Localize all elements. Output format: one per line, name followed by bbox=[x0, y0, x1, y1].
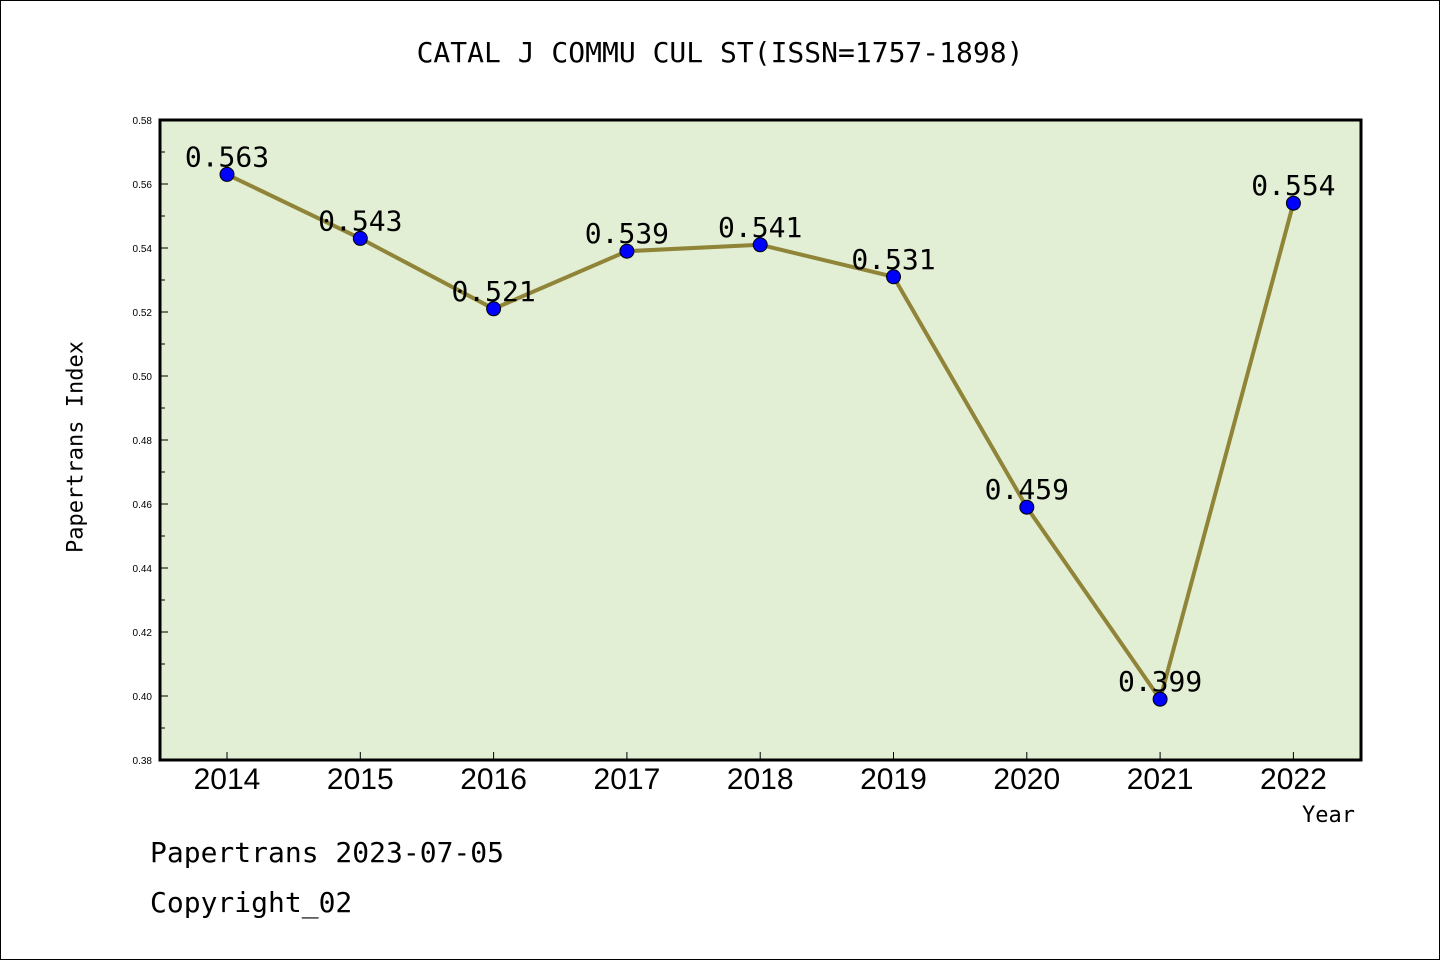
data-label: 0.539 bbox=[585, 217, 669, 250]
data-point bbox=[886, 269, 901, 285]
data-point bbox=[486, 301, 502, 317]
data-label: 0.563 bbox=[185, 140, 269, 173]
y-tick-label: 0.48 bbox=[133, 436, 153, 447]
y-tick-label: 0.54 bbox=[133, 244, 153, 255]
x-axis-label: Year bbox=[1302, 803, 1355, 828]
y-tick-label: 0.56 bbox=[133, 180, 153, 191]
y-tick-label: 0.38 bbox=[133, 756, 153, 767]
x-tick-label: 2014 bbox=[194, 763, 261, 796]
x-tick-label: 2018 bbox=[727, 763, 794, 796]
x-tick-label: 2017 bbox=[594, 763, 661, 796]
x-tick-label: 2019 bbox=[860, 763, 927, 796]
y-tick-label: 0.52 bbox=[133, 308, 153, 319]
x-axis-ticks: 2014 2015 2016 2017 2018 2019 2020 2021 2022 bbox=[194, 752, 1327, 796]
data-point bbox=[752, 237, 768, 253]
data-point bbox=[1285, 195, 1301, 211]
data-label: 0.554 bbox=[1251, 169, 1335, 202]
y-axis-ticks: 0.38 0.40 0.42 0.44 0.46 0.48 0.50 0.52 0.54 0.56… bbox=[133, 116, 168, 767]
data-label: 0.521 bbox=[451, 275, 535, 308]
data-point bbox=[1019, 499, 1035, 515]
y-tick-label: 0.42 bbox=[133, 628, 153, 639]
x-tick-label: 2022 bbox=[1260, 763, 1327, 796]
data-point bbox=[352, 230, 368, 246]
y-tick-label: 0.58 bbox=[133, 116, 153, 127]
x-tick-label: 2020 bbox=[993, 763, 1060, 796]
data-label: 0.541 bbox=[718, 211, 802, 244]
data-point bbox=[619, 243, 635, 259]
data-label: 0.531 bbox=[851, 243, 935, 276]
y-tick-label: 0.46 bbox=[133, 500, 153, 511]
footer-date-text: Papertrans 2023-07-05 bbox=[150, 836, 505, 869]
data-point bbox=[1152, 691, 1168, 707]
data-label: 0.399 bbox=[1118, 665, 1202, 698]
y-tick-label: 0.40 bbox=[133, 692, 153, 703]
data-label: 0.543 bbox=[318, 204, 402, 237]
plot-area bbox=[158, 118, 1363, 762]
data-label: 0.459 bbox=[985, 473, 1069, 506]
chart-title: CATAL J COMMU CUL ST(ISSN=1757-1898) bbox=[416, 36, 1024, 69]
x-tick-label: 2016 bbox=[460, 763, 527, 796]
y-tick-label: 0.44 bbox=[133, 564, 153, 575]
series-group: 0.563 0.543 0.521 0.539 0.541 0.531 0.459 0.399… bbox=[185, 140, 1336, 707]
y-tick-label: 0.50 bbox=[133, 372, 153, 383]
x-tick-label: 2015 bbox=[327, 763, 394, 796]
data-point bbox=[219, 166, 235, 182]
footer-copyright-text: Copyright_02 bbox=[150, 886, 353, 919]
x-tick-label: 2021 bbox=[1127, 763, 1194, 796]
